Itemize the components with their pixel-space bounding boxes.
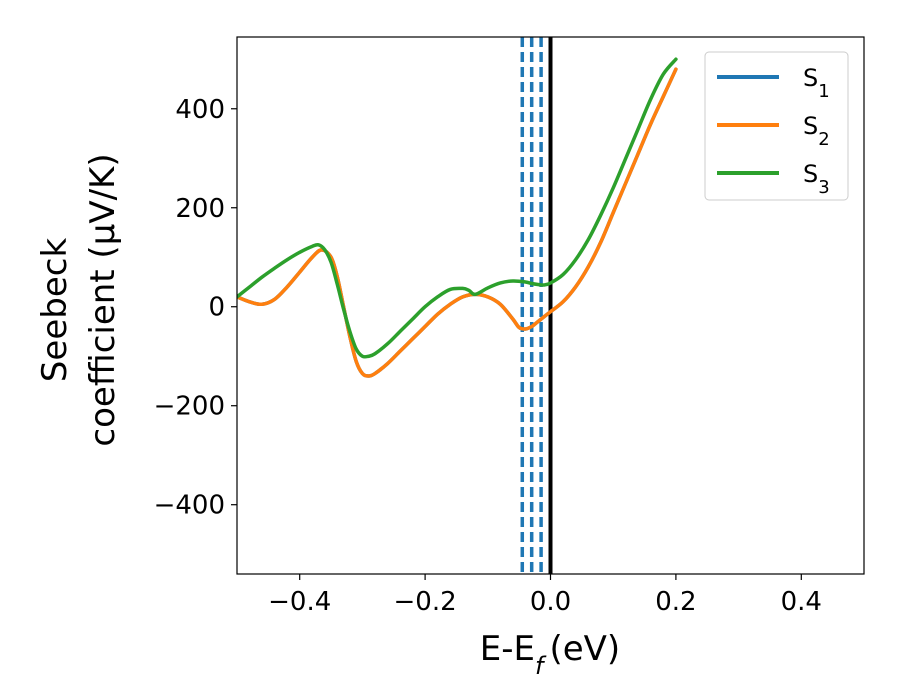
series-lines [237,57,678,378]
x-tick-label: −0.4 [268,587,331,617]
x-tick-label: 0.2 [655,587,696,617]
y-axis-title: Seebeck coefficient (μV/K) [35,153,123,446]
series-line-s3 [237,57,678,359]
x-tick-label: 0.4 [781,587,822,617]
x-tick-label: −0.2 [394,587,457,617]
y-axis-ticks: 400 200 0 −200 −400 [154,95,237,521]
legend-label-s1: S1 [803,64,830,102]
y-axis-title-line2: coefficient (μV/K) [83,153,123,446]
y-tick-label: 200 [175,194,225,224]
legend-label-s3: S3 [803,160,830,198]
reference-lines [520,37,553,574]
y-tick-label: 0 [208,293,225,323]
x-axis-title: E-Ef (eV) [480,629,620,680]
y-tick-label: −200 [154,392,225,422]
legend: S1 S2 S3 [704,51,849,201]
series-line-s2 [237,67,678,378]
y-tick-label: 400 [175,95,225,125]
x-tick-label: 0.0 [530,587,571,617]
legend-label-s2: S2 [803,112,830,150]
y-axis-title-line1: Seebeck [35,238,75,383]
x-axis-ticks: −0.4 −0.2 0.0 0.2 0.4 [268,574,822,617]
y-tick-label: −400 [154,491,225,521]
